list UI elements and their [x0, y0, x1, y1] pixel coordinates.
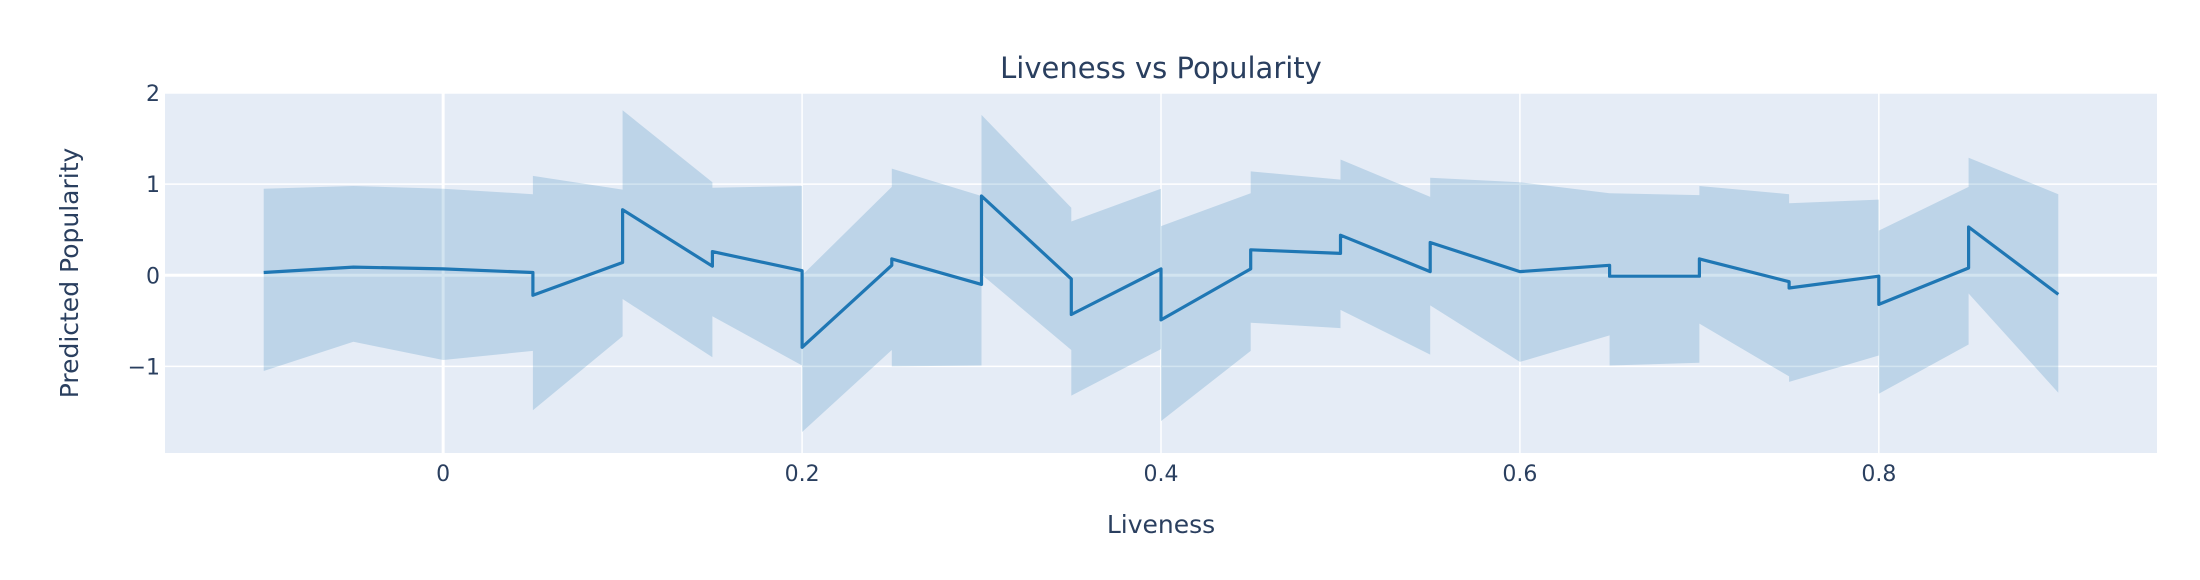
x-tick-label: 0 — [436, 462, 450, 487]
x-axis-label: Liveness — [1107, 510, 1215, 539]
y-axis-label: Predicted Popularity — [55, 148, 84, 399]
x-tick-label: 0.2 — [785, 462, 820, 487]
y-tick-label: 1 — [146, 173, 160, 198]
y-tick-label: 0 — [146, 264, 160, 289]
x-tick-label: 0.6 — [1502, 462, 1537, 487]
y-tick-label: 2 — [146, 82, 160, 107]
x-tick-labels: 0 0.2 0.4 0.6 0.8 — [436, 462, 1896, 487]
x-tick-label: 0.8 — [1861, 462, 1896, 487]
x-tick-label: 0.4 — [1144, 462, 1179, 487]
y-tick-labels: −1 0 1 2 — [128, 82, 160, 380]
chart-title: Liveness vs Popularity — [1000, 51, 1322, 85]
y-tick-label: −1 — [128, 355, 160, 380]
